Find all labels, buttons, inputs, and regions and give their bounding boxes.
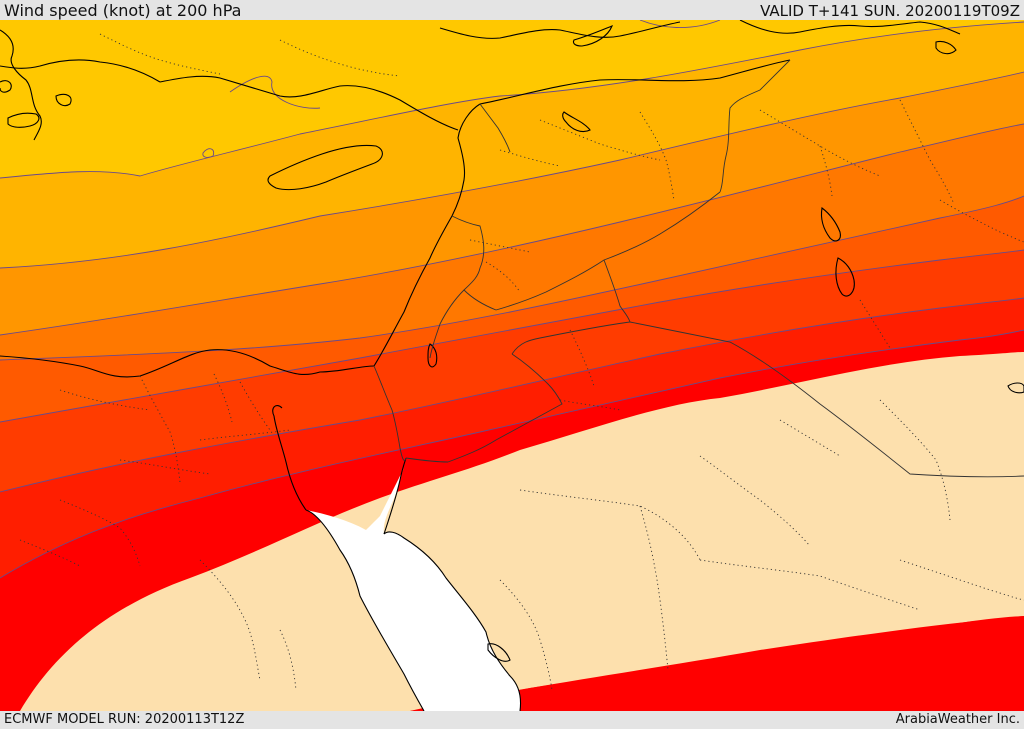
province-border: [199, 429, 291, 441]
contour-line: [0, 123, 1024, 336]
province-border: [19, 539, 81, 567]
contour-line: [0, 297, 1024, 493]
coastline-islands: [935, 40, 957, 55]
contour-line: [0, 21, 1024, 179]
map-title: Wind speed (knot) at 200 hPa: [4, 1, 242, 20]
coastline: [739, 20, 961, 35]
province-border: [199, 559, 261, 681]
footer-bar: ECMWF MODEL RUN: 20200113T12Z ArabiaWeat…: [0, 711, 1024, 729]
contour-line: [639, 20, 721, 28]
coastline-cyprus: [267, 144, 383, 191]
province-border: [485, 261, 521, 293]
country-border: [719, 59, 791, 193]
coastline-crete: [7, 112, 40, 128]
coastline-lake: [427, 343, 438, 368]
country-border: [447, 353, 563, 463]
contour-line: [0, 249, 1024, 423]
coastline: [479, 59, 791, 105]
province-border: [779, 419, 841, 457]
coastline-red-sea-west: [305, 509, 425, 711]
country-border: [511, 321, 631, 355]
coastline: [0, 349, 375, 378]
header-bar: Wind speed (knot) at 200 hPa VALID T+141…: [0, 0, 1024, 20]
coastline: [0, 59, 161, 83]
province-border: [139, 375, 181, 483]
calm-region: [20, 352, 1024, 711]
contour-line: [0, 71, 1024, 269]
coastline: [0, 29, 42, 141]
province-border: [569, 329, 595, 387]
contour-line: [229, 75, 321, 109]
coastline: [159, 75, 459, 131]
province-border: [59, 389, 151, 411]
country-border: [629, 321, 1024, 478]
model-run-label: ECMWF MODEL RUN: 20200113T12Z: [4, 712, 245, 727]
coastline-islands: [55, 93, 72, 107]
coastline-lake: [835, 257, 855, 297]
province-border: [469, 239, 531, 253]
province-border: [899, 559, 1024, 601]
coastline-islands: [562, 111, 591, 133]
red-sea: [306, 468, 521, 711]
province-border: [639, 111, 675, 201]
province-border: [519, 489, 701, 561]
country-border: [451, 215, 497, 311]
credit-label: ArabiaWeather Inc.: [895, 712, 1020, 727]
province-border: [819, 145, 833, 197]
wind-speed-map: [0, 20, 1024, 711]
valid-time-label: VALID T+141 SUN. 20200119T09Z: [760, 2, 1020, 20]
coastline-gulf: [383, 457, 407, 535]
province-border: [499, 579, 553, 691]
country-border: [603, 259, 631, 323]
coastline-islands: [487, 643, 511, 662]
coastline-gulf: [272, 405, 307, 511]
country-border: [479, 103, 511, 153]
province-border: [759, 109, 881, 177]
contour-line: [202, 148, 215, 158]
province-border: [639, 505, 669, 671]
province-border: [499, 149, 561, 167]
coastline-islands: [1007, 382, 1024, 394]
coastline-red-sea-east: [383, 531, 522, 711]
province-border: [239, 381, 271, 431]
southern-jet-band: [410, 616, 1024, 711]
contour-line: [0, 329, 1024, 579]
province-border: [213, 373, 233, 423]
coastline-islands: [0, 80, 12, 93]
province-border: [119, 459, 211, 475]
province-border: [939, 199, 1024, 243]
coastline-islands: [572, 25, 613, 47]
coastline: [439, 21, 681, 39]
province-border: [859, 299, 891, 349]
country-border: [429, 289, 465, 359]
country-border: [373, 365, 407, 461]
province-border: [539, 119, 661, 161]
province-border: [559, 399, 621, 411]
contour-line: [0, 195, 1024, 361]
coastline-lake: [820, 207, 841, 242]
country-border: [405, 457, 449, 463]
province-border: [699, 455, 811, 547]
